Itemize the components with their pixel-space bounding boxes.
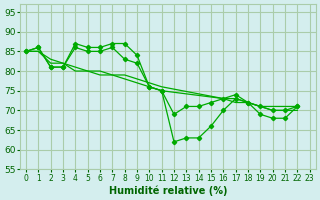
X-axis label: Humidité relative (%): Humidité relative (%) (108, 185, 227, 196)
